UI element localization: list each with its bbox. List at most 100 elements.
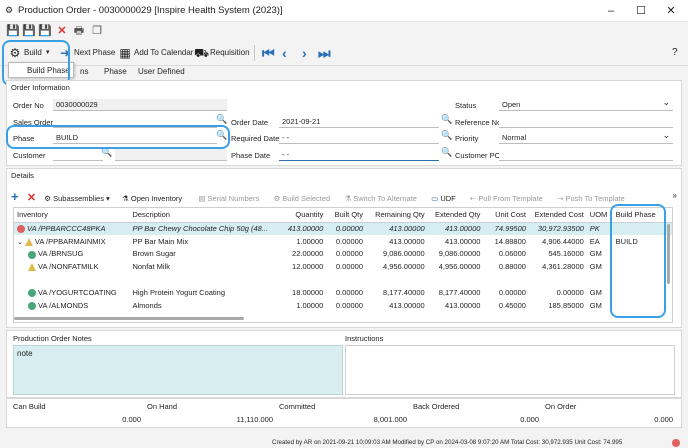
col-quantity[interactable]: Quantity (271, 208, 327, 223)
customer-po-field[interactable] (499, 149, 673, 161)
table-row[interactable]: VA /PPBARCCC48PKA PP Bar Chewy Chocolate… (14, 222, 672, 235)
minimize-icon[interactable]: – (607, 5, 615, 17)
required-date-field[interactable]: - - (279, 132, 439, 144)
col-description[interactable]: Description (129, 208, 272, 223)
inventory-cell: VA /YOGURTCOATING (38, 287, 117, 297)
print-icon[interactable]: 🖶 (73, 25, 85, 37)
save-new-icon[interactable]: 💾 (22, 25, 36, 37)
order-no-field[interactable]: 0030000029 (53, 99, 227, 111)
table-row[interactable]: VA /BRNSUG Brown Sugar 22.00000 0.00000 … (14, 248, 672, 261)
production-notes-textarea[interactable]: note (13, 345, 343, 395)
col-unit-cost[interactable]: Unit Cost (483, 208, 529, 223)
build-selected-button[interactable]: ⚙ Build Selected (273, 194, 330, 203)
status-error-icon (17, 225, 25, 234)
col-uom[interactable]: UOM (586, 208, 613, 223)
built-qty-cell: 0.00000 (335, 300, 364, 310)
customer-po-label: Customer PO (455, 151, 501, 160)
build-phase-cell (613, 248, 672, 261)
details-heading: Details (11, 171, 34, 180)
close-icon[interactable]: ✕ (666, 5, 676, 17)
delete-row-icon[interactable]: ✕ (26, 192, 37, 204)
switch-alternate-button[interactable]: ⚗ Switch To Alternate (344, 194, 416, 203)
sales-order-search-icon[interactable]: 🔍 (216, 114, 228, 124)
push-template-button[interactable]: ⇢ Push To Template (557, 194, 625, 203)
built-qty-cell: 0.00000 (335, 236, 364, 246)
quantity-cell: 1.00000 (296, 236, 324, 246)
serial-numbers-button[interactable]: ▤ Serial Numbers (198, 194, 259, 203)
tab-user-defined[interactable]: User Defined (138, 67, 185, 76)
first-record-icon[interactable]: ⏮ (262, 45, 275, 61)
instructions-textarea[interactable] (345, 345, 675, 395)
customer-search-icon[interactable]: 🔍 (101, 147, 113, 157)
uom-cell: GM (589, 262, 602, 272)
tab-phase[interactable]: Phase (104, 67, 127, 76)
col-extended-cost[interactable]: Extended Cost (528, 208, 587, 223)
pull-template-button[interactable]: ⇠ Pull From Template (470, 194, 543, 203)
table-row[interactable]: VA /YOGURTCOATING High Protein Yogurt Co… (14, 286, 672, 299)
required-date-calendar-icon[interactable]: 🔍 (441, 130, 453, 140)
extended-cost-cell: 4,906.44000 (542, 236, 584, 246)
extended-cost-cell: 4,361.28000 (542, 262, 584, 272)
subassemblies-button[interactable]: ⚙ Subassemblies ▾ (44, 194, 110, 203)
col-built-qty[interactable]: Built Qty (326, 208, 367, 223)
copy-icon[interactable]: ❐ (92, 25, 102, 37)
serial-numbers-icon: ▤ (198, 194, 208, 203)
next-record-icon[interactable]: › (302, 45, 307, 61)
build-dropdown-arrow[interactable]: ▾ (46, 49, 50, 56)
inventory-cell: VA /NONFATMILK (38, 262, 99, 272)
quantity-cell: 1.00000 (296, 300, 324, 310)
maximize-icon[interactable]: ☐ (636, 5, 646, 17)
remaining-qty-cell: 413.00000 (366, 222, 428, 235)
priority-label: Priority (455, 134, 479, 143)
next-phase-button[interactable]: ➜ Next Phase (58, 44, 115, 62)
help-icon[interactable]: ? (672, 47, 678, 58)
open-inventory-button[interactable]: ⚗ Open Inventory (122, 194, 182, 203)
udf-button[interactable]: ▭ UDF (431, 194, 456, 203)
truck-icon: ⛟ (194, 46, 210, 60)
unit-cost-cell: 74.99500 (483, 222, 529, 235)
extended-qty-cell (428, 273, 484, 286)
order-date-calendar-icon[interactable]: 🔍 (441, 114, 453, 124)
previous-record-icon[interactable]: ‹ (282, 45, 287, 61)
add-row-icon[interactable]: + (11, 189, 19, 204)
col-remaining-qty[interactable]: Remaining Qty (366, 208, 428, 223)
table-row[interactable]: VA /ALMONDS Almonds 1.00000 0.00000 413.… (14, 299, 672, 312)
phase-label: Phase (13, 134, 35, 143)
build-phase-menu-item[interactable]: Build Phase (8, 62, 74, 78)
phase-search-icon[interactable]: 🔍 (216, 130, 228, 140)
customer-field[interactable] (53, 149, 103, 161)
table-row[interactable] (14, 273, 672, 286)
tab-general[interactable]: ns (80, 67, 89, 76)
expand-chevron-icon[interactable]: ⌄ (17, 238, 23, 246)
build-phase-cell (613, 299, 672, 312)
build-button[interactable]: ⚙ Build (8, 44, 42, 62)
extended-cost-cell: 0.00000 (556, 287, 584, 297)
sales-order-field[interactable] (53, 116, 217, 128)
col-extended-qty[interactable]: Extended Qty (427, 208, 484, 223)
phase-date-field[interactable]: - - (279, 149, 439, 161)
order-date-field[interactable]: 2021-09-21 (279, 116, 439, 128)
extended-qty-cell: 413.00000 (444, 236, 481, 246)
unit-cost-cell: 14.88800 (494, 236, 526, 246)
vertical-scrollbar[interactable] (667, 224, 670, 284)
table-row[interactable]: VA /NONFATMILK Nonfat Milk 12.00000 0.00… (14, 260, 672, 273)
priority-select[interactable]: Normal (499, 132, 673, 144)
delete-icon[interactable]: ✕ (57, 25, 67, 37)
unit-cost-cell: 0.06000 (498, 249, 526, 259)
reference-field[interactable] (499, 116, 673, 128)
save-close-icon[interactable]: 💾 (38, 25, 52, 37)
col-build-phase[interactable]: Build Phase (612, 208, 672, 223)
remaining-qty-cell: 4,956.00000 (382, 262, 425, 272)
phase-date-calendar-icon[interactable]: 🔍 (441, 147, 453, 157)
add-calendar-button[interactable]: ▦ Add To Calendar (118, 44, 193, 62)
save-icon[interactable]: 💾 (6, 25, 20, 37)
next-phase-icon: ➜ (59, 46, 71, 60)
last-record-icon[interactable]: ⏭ (318, 45, 331, 61)
col-inventory[interactable]: Inventory (14, 208, 130, 223)
status-select[interactable]: Open (499, 99, 673, 111)
requisition-button[interactable]: ⛟Requisition (194, 44, 250, 62)
phase-field[interactable]: BUILD (53, 132, 217, 144)
table-row[interactable]: ⌄ VA /PPBARMAINMIX PP Bar Main Mix 1.0000… (14, 235, 672, 248)
toolbar-overflow-icon[interactable]: » (672, 191, 677, 200)
horizontal-scrollbar[interactable] (14, 317, 244, 320)
